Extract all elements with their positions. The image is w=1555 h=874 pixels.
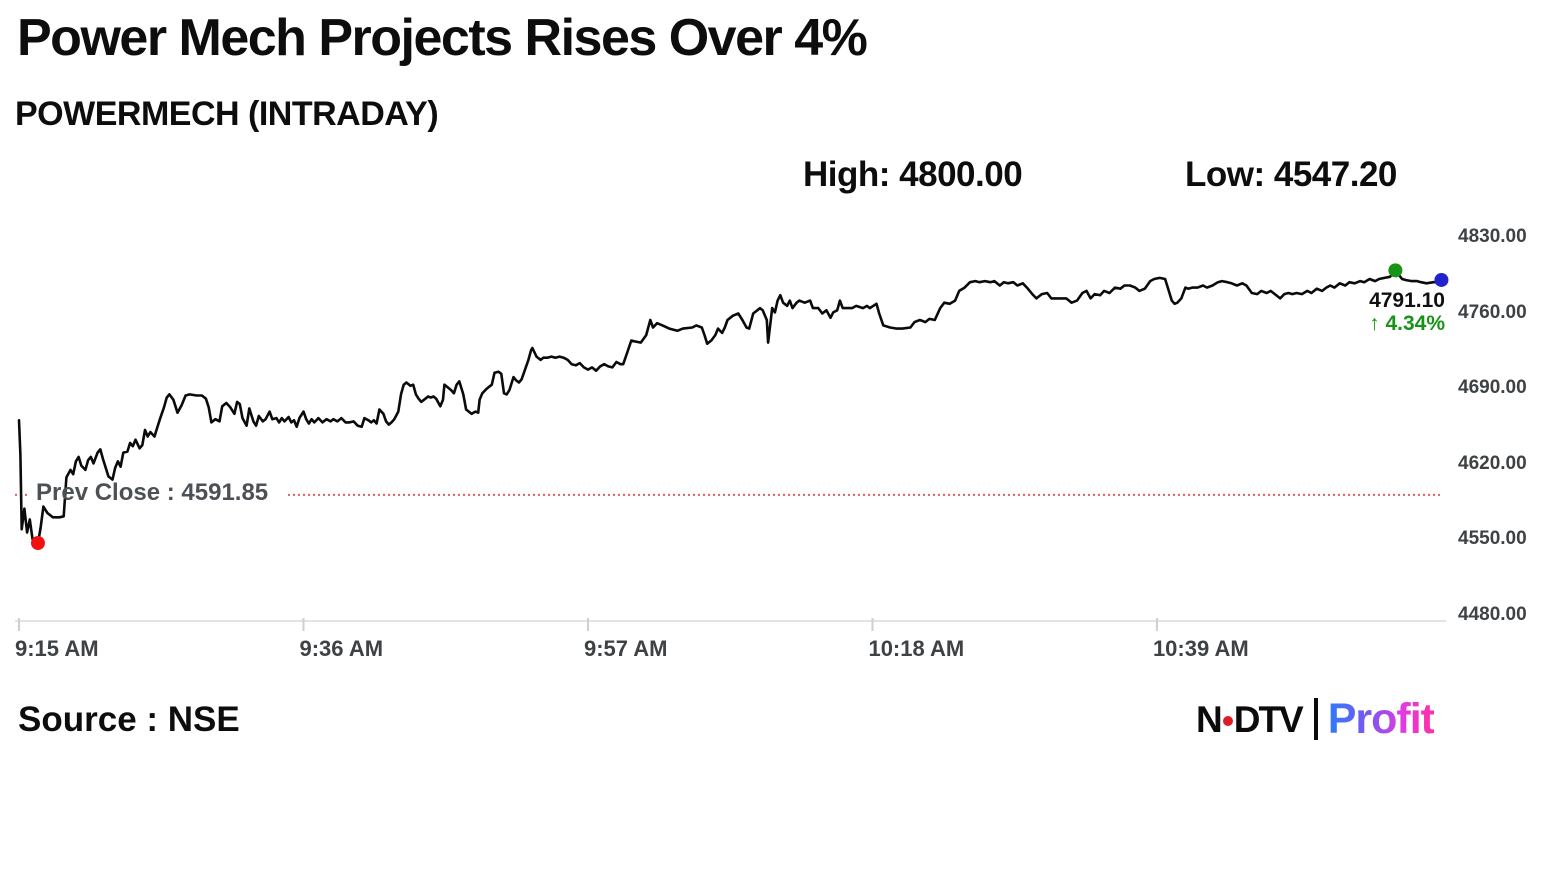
prev-close-label: Prev Close : 4591.85 <box>36 478 269 506</box>
y-axis-label: 4690.00 <box>1458 377 1527 398</box>
price-line <box>17 269 1443 547</box>
last-price-dot <box>1434 272 1449 287</box>
high-point-dot <box>1388 263 1403 278</box>
x-axis-label: 10:18 AM <box>868 636 965 661</box>
x-axis-label: 9:57 AM <box>583 636 668 661</box>
y-axis-label: 4550.00 <box>1458 528 1527 549</box>
y-axis-label: 4760.00 <box>1458 301 1527 323</box>
chart-symbol-subtitle: POWERMECH (INTRADAY) <box>15 95 439 133</box>
ndtv-logo-text: N DTV <box>1196 698 1304 740</box>
ndtv-red-dot-icon <box>1222 715 1233 726</box>
x-axis-label: 9:36 AM <box>299 636 384 661</box>
change-percent-label: ↑ 4.34% <box>1369 311 1445 335</box>
last-price-label: 4791.10 <box>1369 288 1445 312</box>
day-high-label: High: 4800.00 <box>803 155 1023 194</box>
day-low-label: Low: 4547.20 <box>1185 155 1397 194</box>
y-axis-label: 4480.00 <box>1458 603 1527 625</box>
page-title: Power Mech Projects Rises Over 4% <box>17 9 868 67</box>
x-axis-label: 9:15 AM <box>15 636 99 661</box>
low-point-dot <box>30 536 45 551</box>
logo-divider-bar <box>1313 698 1318 740</box>
y-axis-label: 4830.00 <box>1458 226 1527 247</box>
profit-logo-text: Profit <box>1327 694 1435 743</box>
ndtv-profit-logo: N DTV Profit <box>1196 694 1435 743</box>
ndtv-letters-dtv: DTV <box>1233 698 1304 740</box>
ndtv-letter-n: N <box>1196 698 1223 740</box>
y-axis-label: 4620.00 <box>1458 452 1527 474</box>
source-attribution: Source : NSE <box>18 700 240 739</box>
x-axis-label: 10:39 AM <box>1152 636 1249 661</box>
